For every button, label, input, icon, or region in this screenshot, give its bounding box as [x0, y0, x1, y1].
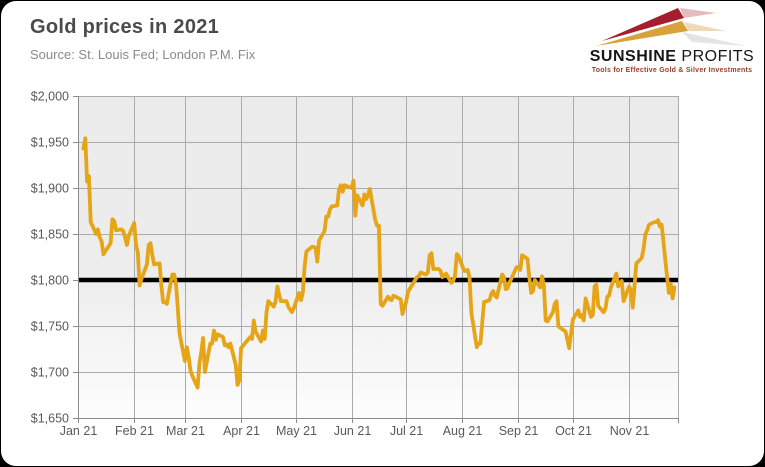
x-tick-label: Mar 21	[166, 424, 205, 438]
y-tick-label: $1,900	[31, 182, 69, 196]
x-tick-label: Aug 21	[443, 424, 483, 438]
x-tick-label: Jun 21	[334, 424, 372, 438]
chart-source: Source: St. Louis Fed; London P.M. Fix	[30, 47, 256, 62]
y-tick-label: $1,850	[31, 228, 69, 242]
brand-name: SUNSHINE PROFITS	[588, 49, 756, 65]
y-tick-label: $1,800	[31, 274, 69, 288]
page-title: Gold prices in 2021	[30, 16, 220, 38]
x-tick-label: Sep 21	[499, 424, 539, 438]
x-tick-label: Feb 21	[115, 424, 154, 438]
brand-tagline: Tools for Effective Gold & Silver Invest…	[591, 67, 753, 74]
brand-name-light: PROFITS	[681, 48, 755, 65]
x-tick-label: May 21	[276, 424, 317, 438]
brand-logo: SUNSHINE PROFITS Tools for Effective Gol…	[588, 5, 756, 74]
y-tick-label: $1,950	[31, 136, 69, 150]
y-tick-label: $2,000	[31, 90, 69, 104]
brand-name-bold: SUNSHINE	[589, 48, 677, 65]
x-tick-label: Jul 21	[390, 424, 423, 438]
y-tick-label: $1,650	[31, 412, 69, 426]
y-tick-label: $1,750	[31, 320, 69, 334]
axis-labels: $2,000 $1,950 $1,900 $1,850 $1,800 $1,750 $1,7…	[31, 90, 650, 439]
x-tick-label: Oct 21	[555, 424, 592, 438]
y-tick-label: $1,700	[31, 366, 69, 380]
x-tick-label: Jan 21	[60, 424, 98, 438]
chart-header: Gold prices in 2021 Source: St. Louis Fe…	[30, 16, 255, 62]
x-tick-label: Apr 21	[223, 424, 260, 438]
logo-arrows-icon	[596, 8, 746, 46]
price-line	[81, 136, 677, 390]
x-tick-label: Nov 21	[610, 424, 650, 438]
